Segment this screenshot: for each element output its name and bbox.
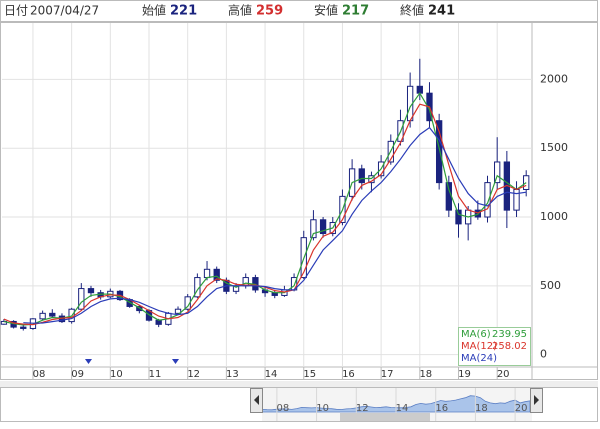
navigator-tick-label: 10: [316, 403, 329, 414]
x-tick-label: 08: [33, 369, 46, 380]
navigator-tick-label: 12: [356, 403, 369, 414]
event-marker: [172, 359, 179, 364]
header-bar: [0, 0, 598, 22]
high-value: 259: [256, 4, 283, 19]
candle-body: [310, 219, 317, 239]
navigator-area: [261, 395, 531, 413]
x-tick-label: 09: [71, 369, 84, 380]
candle-body: [445, 182, 452, 211]
ma-line: [3, 103, 527, 326]
candle-body: [358, 168, 365, 184]
y-tick-label: 1000: [540, 210, 568, 223]
candle-body: [203, 268, 211, 279]
arrow-right: [534, 395, 539, 405]
legend-label: MA(6): [461, 329, 491, 340]
candle-body: [416, 85, 423, 94]
candle-body: [494, 161, 501, 184]
low-label: 安値: [314, 3, 338, 18]
x-tick-label: 20: [497, 369, 510, 380]
candle-body: [78, 288, 85, 310]
date-label: 日付: [4, 4, 28, 18]
candle-body: [155, 319, 162, 325]
open-label: 始値: [142, 3, 166, 18]
legend-label: MA(12): [461, 341, 497, 352]
candle-body: [484, 182, 491, 218]
candle-body: [319, 219, 327, 235]
candle-body: [87, 288, 95, 294]
candle-body: [213, 268, 220, 281]
y-tick-label: 2000: [540, 72, 568, 85]
x-tick-label: 14: [265, 369, 278, 380]
separator: [0, 381, 598, 387]
x-tick-label: 11: [149, 369, 162, 380]
arrow-left: [254, 395, 259, 405]
legend-value: 239.95: [492, 329, 527, 340]
low-value: 217: [342, 4, 369, 19]
y-tick-label: 500: [540, 279, 561, 292]
y-tick-label: 0: [540, 348, 547, 361]
navigator-tick-label: 18: [475, 403, 488, 414]
plot-frame: [0, 22, 598, 380]
marks: [0, 58, 530, 331]
navigator-tick-label: 16: [435, 403, 448, 414]
candle-body: [513, 188, 520, 211]
high-label: 高値: [228, 3, 252, 18]
navigator-tick-label: 14: [396, 403, 409, 414]
candle-body: [435, 120, 443, 184]
scroll-thumb[interactable]: [340, 413, 430, 421]
open-value: 221: [170, 4, 197, 19]
candle-body: [49, 312, 56, 317]
x-tick-label: 10: [110, 369, 123, 380]
date: 2007/04/27: [30, 4, 99, 18]
candle-body: [455, 209, 462, 225]
legend-box: [458, 327, 531, 366]
navigator-tick-label: 08: [277, 403, 290, 414]
x-tick-label: 17: [381, 369, 394, 380]
x-tick-label: 12: [187, 369, 200, 380]
ma-line: [3, 92, 527, 326]
x-tick-label: 15: [303, 369, 316, 380]
y-tick-label: 1500: [540, 141, 568, 154]
close-label: 終値: [400, 3, 424, 18]
candle-body: [174, 308, 182, 314]
navigator-chart: 08 10 12 14 16 18 20: [261, 388, 531, 421]
candle-body: [39, 312, 46, 320]
x-tick-label: 19: [458, 369, 471, 380]
close-value: 241: [428, 4, 455, 19]
candle-body: [20, 326, 27, 329]
x-tick-label: 18: [419, 369, 432, 380]
legend-value: 258.02: [492, 341, 527, 352]
navigator-tick-label: 20: [515, 403, 528, 414]
x-tick-label: 13: [226, 369, 239, 380]
legend-label: MA(24): [461, 353, 497, 364]
ma-line: [23, 126, 527, 324]
event-marker: [85, 359, 92, 364]
x-tick-label: 16: [342, 369, 355, 380]
